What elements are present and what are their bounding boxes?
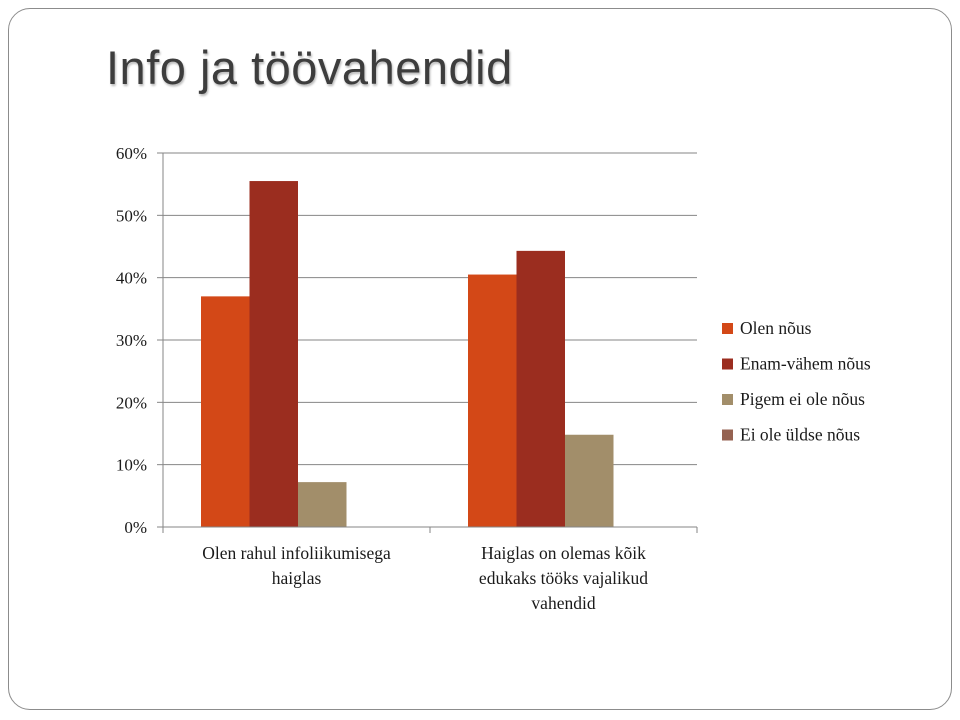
legend-swatch	[722, 394, 733, 405]
bar	[201, 296, 250, 527]
y-tick-label: 0%	[124, 518, 147, 537]
y-tick-label: 40%	[116, 269, 147, 288]
legend-swatch	[722, 323, 733, 334]
x-category-label: edukaks tööks vajalikud	[479, 568, 648, 588]
legend-label: Ei ole üldse nõus	[740, 425, 860, 445]
x-category-label: Olen rahul infoliikumisega	[202, 543, 391, 563]
y-tick-label: 60%	[116, 144, 147, 163]
x-category-label: Haiglas on olemas kõik	[481, 543, 646, 563]
slide-title: Info ja töövahendid	[106, 41, 513, 94]
legend-swatch	[722, 358, 733, 370]
legend-label: Olen nõus	[740, 318, 812, 338]
x-category-label: haiglas	[272, 568, 322, 588]
y-tick-label: 30%	[116, 331, 147, 350]
bar	[565, 434, 614, 527]
y-tick-label: 20%	[116, 393, 147, 412]
bar	[298, 482, 347, 527]
legend-label: Pigem ei ole nõus	[740, 389, 865, 409]
y-tick-label: 50%	[116, 206, 147, 225]
y-tick-label: 10%	[116, 456, 147, 475]
bar	[468, 274, 517, 527]
x-category-label: vahendid	[531, 593, 595, 613]
bar	[516, 250, 565, 527]
bar	[249, 181, 298, 528]
legend-swatch	[722, 429, 733, 441]
legend-label: Enam-vähem nõus	[740, 354, 871, 374]
